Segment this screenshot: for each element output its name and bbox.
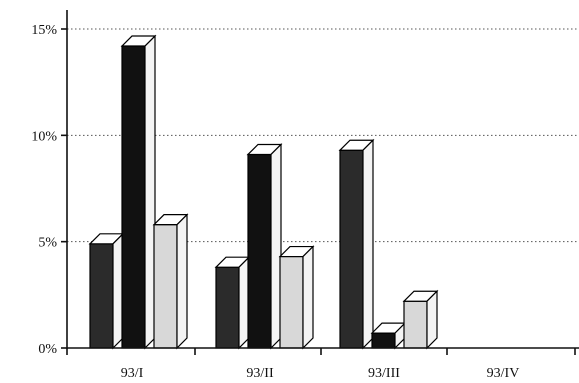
y-tick-label: 5%	[38, 236, 57, 251]
axes	[61, 10, 579, 355]
bar-93/III-series-1	[338, 138, 375, 350]
y-tick-label: 0%	[38, 342, 57, 357]
bar-93/II-series-2	[246, 143, 283, 350]
bar-93/II-series-1	[214, 255, 251, 350]
x-tick-label: 93/II	[246, 366, 274, 381]
x-tick-labels: 93/I 93/II 93/III 93/IV	[121, 366, 520, 381]
x-tick-label: 93/I	[121, 366, 144, 381]
bar-93/III-series-2	[370, 321, 407, 350]
y-tick-label: 15%	[31, 23, 57, 38]
bar-93/I-series-1	[88, 232, 125, 350]
bar-93/II-series-3	[278, 245, 315, 350]
y-tick-labels: 0% 5% 10% 15%	[31, 23, 57, 357]
bar-93/I-series-3	[152, 213, 189, 350]
bar-93/I-series-2	[120, 34, 157, 350]
x-tick-label: 93/IV	[487, 366, 520, 381]
bar-93/III-series-3	[402, 289, 439, 350]
bars	[88, 34, 439, 350]
y-tick-label: 10%	[31, 129, 57, 144]
x-tick-label: 93/III	[368, 366, 400, 381]
